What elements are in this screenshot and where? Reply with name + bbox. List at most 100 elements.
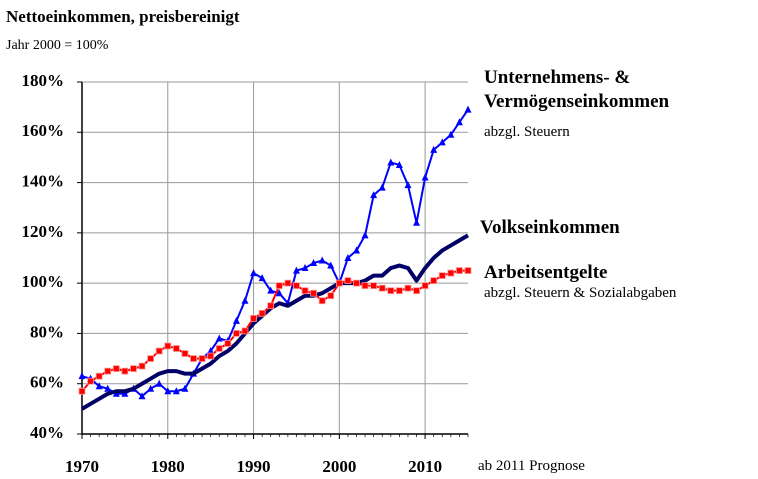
marker: [447, 269, 455, 277]
marker: [293, 282, 300, 290]
series-line: [81, 109, 469, 398]
marker: [267, 302, 275, 310]
marker: [335, 279, 343, 287]
marker: [164, 342, 172, 350]
marker: [250, 269, 258, 277]
marker: [215, 345, 223, 352]
marker: [241, 327, 249, 335]
marker: [430, 145, 438, 153]
marker: [352, 246, 360, 254]
marker: [464, 267, 472, 274]
y-tick-label: 40%: [30, 423, 64, 442]
marker: [370, 282, 378, 290]
marker: [190, 355, 197, 362]
marker: [95, 382, 103, 390]
marker: [438, 272, 446, 280]
marker: [387, 287, 395, 295]
marker: [241, 296, 249, 304]
marker: [292, 266, 300, 274]
marker: [121, 389, 129, 397]
marker: [456, 267, 463, 274]
marker: [181, 350, 189, 357]
y-tick-label: 80%: [30, 322, 64, 341]
marker: [310, 289, 318, 297]
marker: [198, 355, 206, 362]
marker: [232, 330, 240, 337]
marker: [447, 130, 455, 138]
x-tick-label: 2010: [408, 457, 442, 476]
marker: [104, 384, 112, 392]
marker: [327, 261, 335, 269]
x-tick-label: 2000: [322, 457, 356, 476]
marker: [138, 362, 146, 370]
marker: [250, 314, 257, 322]
marker: [370, 191, 378, 199]
marker: [104, 367, 112, 375]
series-label: Unternehmens- & Vermögenseinkommen: [484, 67, 670, 112]
marker: [232, 316, 240, 324]
marker: [353, 279, 360, 287]
chart-title: Nettoeinkommen, preisbereinigt: [6, 7, 240, 26]
marker: [310, 259, 318, 267]
marker: [327, 292, 335, 300]
marker: [95, 372, 103, 380]
marker: [395, 160, 403, 168]
series-line: [80, 233, 470, 411]
y-tick-label: 100%: [22, 272, 65, 291]
marker: [438, 138, 446, 146]
marker: [147, 355, 155, 362]
y-tick-label: 120%: [22, 222, 65, 241]
marker: [207, 352, 215, 360]
marker: [464, 105, 472, 113]
marker: [387, 158, 395, 166]
marker: [155, 379, 163, 387]
marker: [267, 286, 275, 294]
marker: [164, 387, 172, 395]
y-tick-label: 60%: [30, 373, 64, 392]
marker: [430, 277, 438, 285]
annotation: abzgl. Steuern & Sozialabgaben: [484, 285, 677, 301]
marker: [130, 365, 137, 373]
marker: [275, 282, 283, 290]
x-tick-label: 1990: [237, 457, 271, 476]
marker: [361, 282, 369, 290]
marker: [395, 287, 403, 295]
marker: [413, 287, 420, 295]
marker: [378, 183, 386, 191]
marker: [181, 384, 189, 392]
marker: [78, 372, 86, 380]
marker: [378, 284, 386, 292]
marker: [404, 284, 412, 292]
marker: [361, 231, 369, 239]
marker: [172, 387, 180, 395]
marker: [172, 345, 180, 352]
marker: [258, 274, 266, 282]
annotation: abzgl. Steuern: [484, 124, 570, 140]
x-tick-label: 1980: [151, 457, 185, 476]
series-label: Arbeitsentgelte: [484, 262, 608, 283]
x-tick-label: 1970: [65, 457, 99, 476]
marker: [455, 118, 463, 126]
chart-subtitle: Jahr 2000 = 100%: [6, 38, 109, 53]
marker: [78, 387, 86, 395]
marker: [404, 181, 412, 189]
marker: [207, 347, 215, 355]
marker: [301, 287, 309, 295]
annotation: ab 2011 Prognose: [478, 458, 585, 474]
marker: [147, 384, 155, 392]
marker: [284, 279, 292, 287]
marker: [112, 365, 120, 373]
y-tick-label: 180%: [22, 71, 65, 90]
marker: [215, 334, 223, 342]
series-line: [81, 269, 468, 392]
marker: [301, 264, 309, 272]
marker: [318, 256, 326, 264]
marker: [258, 309, 266, 317]
marker: [155, 347, 163, 355]
y-tick-label: 140%: [22, 171, 65, 190]
marker: [318, 297, 326, 305]
marker: [344, 277, 352, 285]
marker: [344, 254, 352, 261]
